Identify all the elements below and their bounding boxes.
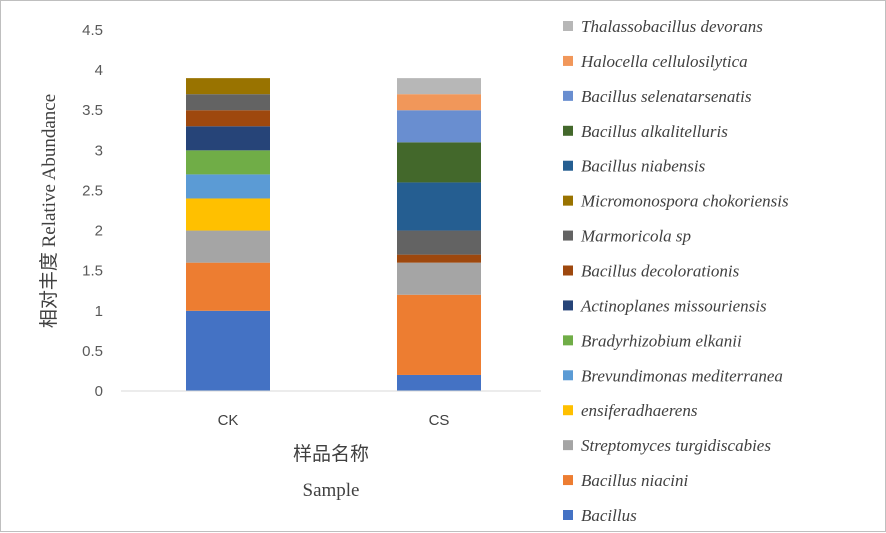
y-tick-label: 3.5 [82,102,103,119]
legend: Thalassobacillus devorans Halocella cellu… [563,17,789,525]
bar-segment [186,94,270,111]
legend-swatch [563,510,573,520]
legend-label: Bacillus niabensis [581,157,706,176]
y-tick-label: 4 [95,62,103,79]
bar-segment [186,110,270,127]
bar-segment [397,254,481,263]
bar-segment [186,126,270,151]
legend-label: Thalassobacillus devorans [581,17,763,36]
legend-swatch [563,335,573,346]
legend-swatch [563,475,573,486]
y-tick-label: 3 [95,142,103,159]
bar-segment [397,142,481,183]
legend-label: Bacillus selenatarsenatis [581,87,752,106]
legend-label: Halocella cellulosilytica [580,52,748,71]
bar-stacks [186,78,481,391]
bar-segment [397,230,481,255]
legend-swatch [563,300,573,311]
x-axis-title-chinese: 样品名称 [293,443,369,465]
x-axis-title-english: Sample [303,480,360,501]
bar-segment [186,78,270,95]
y-tick-label: 0 [95,383,103,400]
y-tick-label: 2.5 [82,182,103,199]
bar-segment [186,230,270,263]
legend-swatch [563,55,573,66]
legend-swatch [563,160,573,171]
legend-swatch [563,405,573,416]
y-tick-label: 0.5 [82,343,103,360]
bar-segment [186,174,270,199]
legend-label: ensiferadhaerens [581,401,698,420]
legend-label: Marmoricola sp [580,227,691,246]
legend-swatch [563,230,573,241]
legend-label: Streptomyces turgidiscabies [581,436,771,455]
legend-swatch [563,440,573,451]
y-axis-tick-labels: 0 0.5 1 1.5 2 2.5 3 3.5 4 4.5 [82,22,103,400]
y-tick-label: 1.5 [82,263,103,280]
y-tick-label: 2 [95,223,103,240]
bar-segment [186,150,270,175]
legend-swatch [563,370,573,381]
bar-segment [397,110,481,143]
bar-segment [397,294,481,375]
category-labels: CK CS [218,412,450,429]
legend-label: Bacillus [581,506,637,525]
bar-segment [186,262,270,311]
legend-label: Bacillus niacini [581,471,688,490]
category-label: CK [218,412,239,429]
y-tick-label: 4.5 [82,22,103,39]
legend-swatch [563,195,573,206]
legend-swatch [563,265,573,276]
bar-segment [186,310,270,391]
legend-label: Actinoplanes missouriensis [580,296,767,315]
legend-label: Brevundimonas mediterranea [581,366,783,385]
legend-label: Bradyrhizobium elkanii [581,331,742,350]
bar-segment [397,182,481,231]
legend-swatch [563,21,573,31]
y-tick-label: 1 [95,303,103,320]
bar-segment [397,262,481,295]
bar-segment [186,198,270,231]
legend-swatch [563,90,573,101]
bar-segment [397,78,481,95]
legend-label: Micromonospora chokoriensis [580,192,789,211]
legend-swatch [563,125,573,136]
category-label: CS [429,412,450,429]
legend-label: Bacillus alkalitelluris [581,122,728,141]
bar-segment [397,94,481,111]
y-axis-title: 相对丰度 Relative Abundance [38,94,60,328]
legend-label: Bacillus decolorationis [581,262,740,281]
bar-segment [397,374,481,391]
